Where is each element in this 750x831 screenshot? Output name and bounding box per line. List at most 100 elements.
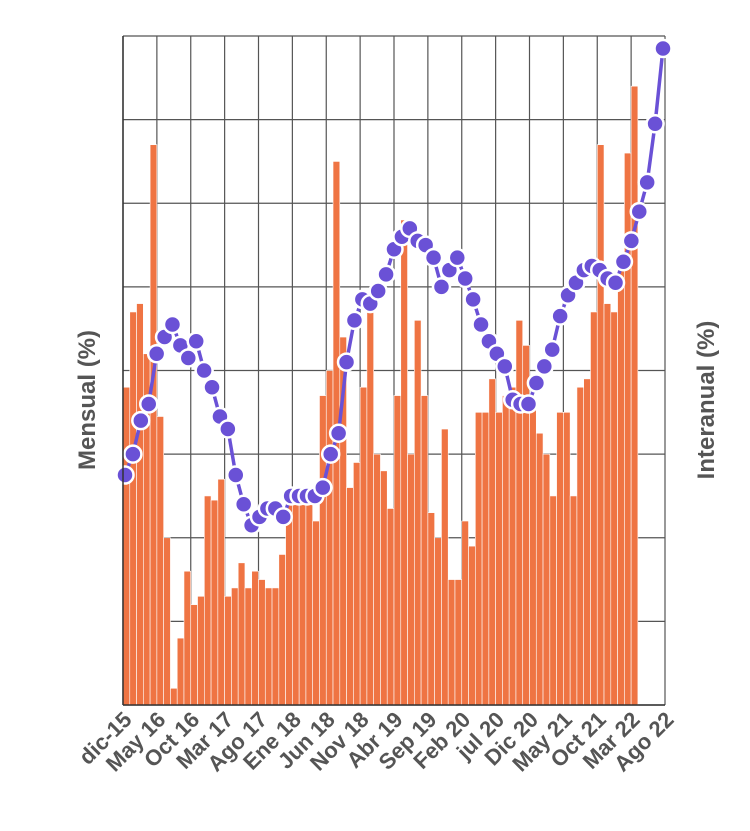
line-point: [455, 268, 475, 289]
bar: [420, 395, 429, 706]
line-point: [423, 247, 444, 268]
bar-series: [122, 85, 639, 706]
bar: [610, 311, 618, 706]
bar: [488, 378, 496, 706]
line-point: [313, 477, 333, 498]
bar: [603, 303, 612, 706]
line-point: [131, 410, 151, 431]
axes: [122, 36, 665, 706]
bar: [217, 478, 225, 706]
line-point: [115, 465, 135, 485]
bar: [170, 687, 178, 706]
right-axis-title: Interanual (%): [693, 321, 720, 480]
bar: [271, 587, 280, 706]
bar: [434, 537, 442, 706]
line-point: [226, 465, 246, 485]
bar: [237, 562, 246, 706]
line-point: [471, 314, 491, 335]
line-point: [273, 507, 293, 527]
line-point: [637, 172, 657, 193]
line-point: [495, 356, 515, 377]
bar: [542, 453, 551, 706]
bar: [407, 453, 415, 706]
bar: [515, 320, 524, 706]
line-point: [534, 356, 555, 377]
bar: [393, 395, 402, 706]
line-point: [621, 231, 642, 251]
bar: [441, 428, 449, 706]
line-point: [629, 201, 650, 222]
bar: [197, 595, 205, 706]
bar: [292, 503, 300, 706]
bar: [386, 508, 395, 706]
line-point: [613, 252, 634, 272]
line-point: [542, 339, 562, 360]
line-point: [653, 38, 673, 59]
line-point: [123, 444, 143, 464]
bar: [529, 403, 537, 706]
bar: [298, 503, 307, 706]
line-point: [344, 310, 365, 331]
bar: [556, 412, 564, 706]
line-point: [146, 344, 167, 364]
bar: [495, 412, 503, 706]
line-point: [550, 306, 570, 326]
bar: [176, 637, 185, 706]
bar: [210, 499, 219, 706]
bar: [461, 520, 469, 706]
bar: [258, 579, 266, 706]
line-point: [186, 331, 206, 351]
bar: [414, 320, 422, 706]
bar: [305, 503, 313, 706]
bar: [596, 144, 605, 706]
bar: [190, 604, 198, 706]
line-point: [431, 277, 452, 297]
line-point: [194, 360, 214, 381]
bar: [563, 412, 571, 706]
bar: [183, 570, 192, 706]
bar: [447, 579, 456, 706]
bar: [427, 512, 435, 706]
line-point: [463, 289, 483, 310]
line-point: [202, 377, 222, 397]
line-point: [138, 394, 159, 414]
bar: [366, 311, 374, 706]
bar: [481, 412, 490, 706]
line-point: [178, 348, 199, 368]
bar: [400, 219, 408, 706]
bar: [468, 545, 476, 706]
line-point: [320, 444, 341, 464]
line-point: [336, 352, 357, 372]
bar: [630, 85, 639, 706]
bar: [569, 495, 578, 706]
bar: [617, 269, 625, 706]
bar: [204, 495, 212, 706]
line-point: [218, 419, 238, 439]
bar: [244, 587, 253, 706]
bar: [590, 311, 598, 706]
bar: [380, 470, 388, 706]
line-point: [526, 373, 547, 393]
bar: [156, 416, 164, 706]
bar: [508, 386, 517, 706]
bar: [285, 495, 293, 706]
bar: [129, 311, 137, 706]
bar: [549, 495, 557, 706]
line-point: [376, 264, 396, 285]
line-point: [605, 272, 626, 293]
line-series: [115, 38, 673, 535]
line-point: [645, 114, 665, 134]
bar: [319, 395, 327, 706]
bar: [353, 462, 361, 706]
bar: [136, 303, 144, 706]
line-point: [162, 314, 183, 335]
bar: [576, 386, 584, 706]
bar: [535, 432, 544, 706]
line-point: [368, 281, 388, 301]
bar: [373, 453, 381, 706]
bar: [346, 487, 354, 706]
bar: [474, 412, 483, 706]
bar: [502, 395, 510, 706]
left-axis-title: Mensual (%): [74, 330, 101, 470]
